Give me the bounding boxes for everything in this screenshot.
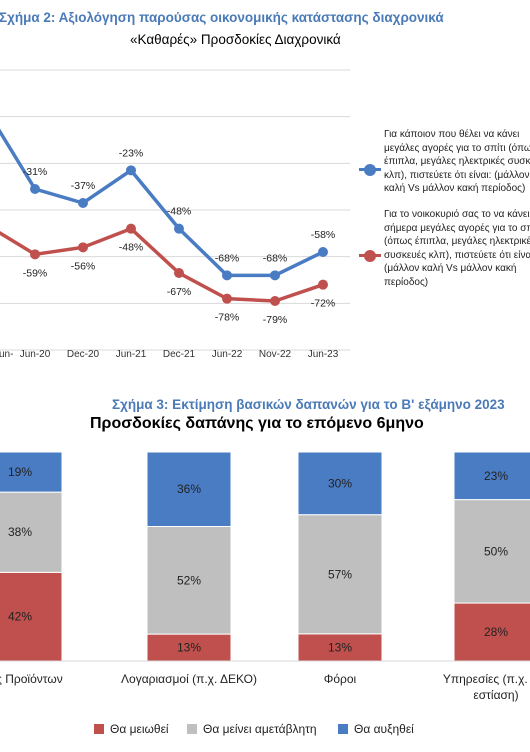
data-label: -31% bbox=[23, 166, 48, 178]
x-tick-label: Nov-22 bbox=[259, 349, 292, 360]
x-tick-label: Jun-20 bbox=[20, 349, 51, 360]
data-label: -48% bbox=[167, 206, 192, 218]
data-label: -37% bbox=[71, 180, 96, 192]
line-chart: Jun- Jun-20 Dec-20 Jun-21 Dec-21 Jun-22 Nov-22… bbox=[0, 69, 350, 360]
bar-segment bbox=[453, 499, 530, 604]
figure2-title: Σχήμα 2: Αξιολόγηση παρούσας οικονομικής… bbox=[0, 10, 444, 25]
data-point bbox=[30, 184, 40, 194]
bar-value-label: 13% bbox=[328, 640, 352, 654]
data-point bbox=[222, 293, 232, 304]
stacked-bar-chart: 42% 38% 19% ορές Προϊόντων 13% 52% 36% Λογαριασ… bbox=[0, 451, 530, 702]
data-point bbox=[174, 223, 184, 234]
legend-text-line: συσκευές κλπ), πιστεύετε ότι είναι: bbox=[384, 249, 530, 261]
data-label: -67% bbox=[167, 286, 192, 298]
category-label: Φόροι bbox=[324, 672, 357, 686]
legend-swatch bbox=[187, 724, 197, 734]
bar-segment bbox=[146, 525, 232, 635]
legend-text-line: κλπ), πιστεύετε ότι είναι: (μάλλον bbox=[384, 169, 530, 181]
bar-segment bbox=[146, 451, 232, 527]
bar-value-label: 19% bbox=[8, 465, 32, 479]
legend-label: Θα μειωθεί bbox=[110, 722, 169, 736]
legend-item: Θα μείνει αμετάβλητη bbox=[187, 722, 317, 736]
data-label: -79% bbox=[263, 314, 288, 326]
bar-value-label: 38% bbox=[8, 525, 32, 539]
legend-text-line: Για το νοικοκυριό σας το να κάνει bbox=[384, 209, 530, 220]
category-label: εστίαση) bbox=[473, 688, 518, 702]
bar-value-label: 42% bbox=[8, 610, 32, 624]
bar-value-label: 13% bbox=[177, 641, 201, 655]
bar-segment bbox=[0, 571, 63, 662]
data-label: -59% bbox=[23, 267, 48, 279]
figure3-chart-title: Προσδοκίες δαπάνης για το επόμενο 6μηνο bbox=[90, 415, 424, 432]
category-label: Λογαριασμοί (π.χ. ΔΕΚΟ) bbox=[121, 672, 257, 686]
data-label: -58% bbox=[311, 229, 336, 241]
data-label: -72% bbox=[311, 298, 336, 310]
data-point bbox=[174, 268, 184, 278]
data-point bbox=[78, 242, 88, 253]
bar-value-label: 36% bbox=[177, 482, 201, 496]
x-tick-label: Dec-21 bbox=[163, 349, 196, 360]
data-point bbox=[126, 165, 136, 176]
series-line-2 bbox=[0, 226, 324, 303]
legend-item: Θα μειωθεί bbox=[94, 722, 169, 736]
data-point bbox=[126, 223, 136, 234]
data-point bbox=[270, 270, 280, 281]
data-point bbox=[270, 296, 280, 306]
series-line-1 bbox=[0, 128, 324, 278]
legend-swatch bbox=[94, 724, 104, 734]
data-point bbox=[78, 198, 88, 208]
legend-label: Θα αυξηθεί bbox=[354, 722, 414, 736]
x-tick-label: Jun- bbox=[0, 349, 13, 360]
bar-value-label: 23% bbox=[484, 469, 508, 483]
data-point bbox=[222, 270, 232, 281]
data-label: -23% bbox=[119, 147, 144, 159]
x-tick-label: Dec-20 bbox=[67, 349, 100, 360]
figure2-chart-title: «Καθαρές» Προσδοκίες Διαχρονικά bbox=[130, 32, 341, 47]
legend-text-line: σήμερα μεγάλες αγορές για το σπίτι bbox=[384, 222, 530, 234]
legend-dot-marker bbox=[364, 250, 376, 262]
legend-entry-2: Για το νοικοκυριό σας το να κάνει σήμερα … bbox=[384, 208, 530, 290]
data-label: -48% bbox=[119, 242, 144, 254]
data-point bbox=[318, 247, 328, 257]
bar-segment bbox=[0, 451, 63, 493]
legend-item: Θα αυξηθεί bbox=[338, 722, 414, 736]
bar-value-label: 52% bbox=[177, 573, 201, 587]
legend-label: Θα μείνει αμετάβλητη bbox=[203, 722, 317, 736]
x-tick-label: Jun-23 bbox=[308, 349, 339, 360]
bar-segment bbox=[146, 633, 232, 662]
data-label: -68% bbox=[263, 252, 288, 264]
x-tick-label: Jun-22 bbox=[212, 349, 243, 360]
data-point bbox=[30, 249, 40, 260]
bar-value-label: 28% bbox=[484, 625, 508, 639]
legend-text-line: καλή Vs μάλλον κακή περίοδος) bbox=[384, 183, 526, 195]
legend-text-line: μεγάλες αγορές για το σπίτι (όπως bbox=[384, 142, 530, 154]
figure3-title: Σχήμα 3: Εκτίμηση βασικών δαπανών για το… bbox=[112, 397, 505, 412]
bar-value-label: 57% bbox=[328, 567, 352, 581]
legend-text-line: έπιπλα, μεγάλες ηλεκτρικές συσκευές bbox=[384, 156, 530, 168]
data-label: -56% bbox=[71, 260, 96, 272]
x-tick-label: Jun-21 bbox=[116, 349, 147, 360]
legend-text-line: περίοδος) bbox=[384, 276, 429, 288]
bar-segment bbox=[297, 514, 383, 635]
data-label: -78% bbox=[215, 312, 240, 324]
bar-value-label: 50% bbox=[484, 544, 508, 558]
legend-swatch bbox=[338, 724, 348, 734]
bar-segment bbox=[297, 451, 383, 516]
data-point bbox=[318, 279, 328, 290]
legend-entry-1: Για κάποιον που θέλει να κάνει μεγάλες αγ… bbox=[384, 128, 530, 196]
legend-text-line: Για κάποιον που θέλει να κάνει bbox=[384, 129, 520, 140]
legend-dot-marker bbox=[364, 164, 376, 176]
category-label: ορές Προϊόντων bbox=[0, 672, 63, 686]
bar-segment bbox=[453, 451, 530, 501]
category-label: Υπηρεσίες (π.χ. εισι bbox=[443, 672, 530, 686]
data-label: -68% bbox=[215, 252, 240, 264]
bar-value-label: 30% bbox=[328, 476, 352, 490]
legend-text-line: (όπως έπιπλα, μεγάλες ηλεκτρικές bbox=[384, 236, 530, 248]
legend-text-line: (μάλλον καλή Vs μάλλον κακή bbox=[384, 263, 517, 275]
